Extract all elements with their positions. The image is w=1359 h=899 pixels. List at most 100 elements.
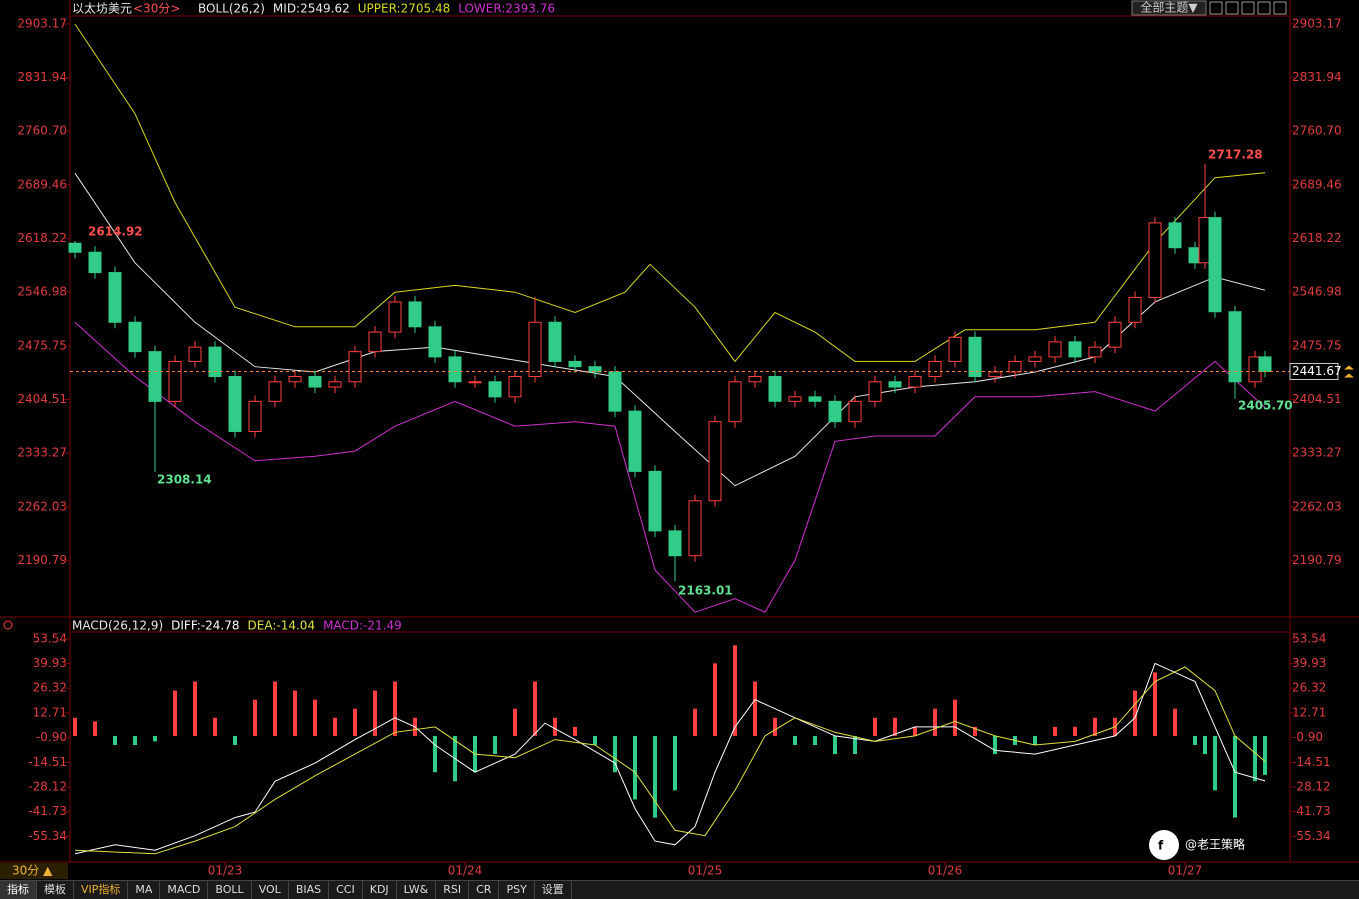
legend-entry: LOWER:2393.76 [458,2,555,16]
y-tick-label: 12.71 [1292,705,1326,719]
theme-button-label[interactable]: 全部主题▼ [1140,0,1198,15]
macd-bar [633,735,637,800]
candle-body [968,336,982,377]
y-tick-label: 2760.70 [17,124,67,138]
tab[interactable]: CR [469,881,500,899]
button[interactable] [1225,1,1239,15]
tab[interactable]: 设置 [535,881,572,899]
period-button[interactable] [0,863,68,879]
macd-bar [553,717,557,736]
button[interactable] [1257,1,1271,15]
button[interactable] [1273,1,1287,15]
tab[interactable]: VIP指标 [74,881,129,899]
candle-body [448,356,462,383]
macd-bar [313,699,317,736]
candle-body [1128,296,1142,323]
candle-body [528,321,542,377]
macd-bar [73,717,77,736]
toolbar: 指标 模板 VIP指标 MA MACD BOLL VOL BIAS CCI KDJ LW& RSI CR… [0,880,1359,899]
tab[interactable]: LW& [397,881,437,899]
theme-button[interactable] [1131,0,1207,16]
candle-body [1108,321,1122,348]
candle-body [768,375,782,402]
candle-body [868,381,882,402]
y-tick-label: 2190.79 [17,553,67,567]
candle-body [1028,356,1042,362]
tab[interactable]: PSY [499,881,535,899]
candle-body [588,366,602,373]
candle-body [1008,360,1022,373]
tab[interactable]: CCI [329,881,363,899]
period-button-label[interactable]: 30分 ▲ [12,864,53,878]
candle-body [748,375,762,383]
macd-bar [913,726,917,736]
macd-bar [333,717,337,736]
indicator-line [74,321,1266,613]
y-tick-label: 2618.22 [17,231,67,245]
tab[interactable]: VOL [252,881,289,899]
candle-body [108,272,122,323]
candle-body [88,251,102,274]
macd-bar [253,699,257,736]
macd-bar [373,690,377,736]
macd-bar [593,735,597,746]
macd-bar [733,645,737,736]
candle-body [888,381,902,388]
candle-body [268,381,282,402]
tab[interactable]: BIAS [289,881,330,899]
candle-body [208,346,222,377]
candle-body [248,400,262,432]
y-tick-label: 2546.98 [17,285,67,299]
macd-bar [833,735,837,755]
last-price-box [1289,362,1339,380]
indicator-line [74,666,1266,855]
legend-entry: BOLL(26,2) [198,2,265,16]
candle-body [168,360,182,402]
y-tick-label: 2903.17 [1292,16,1342,30]
tab[interactable]: MACD [160,881,209,899]
candle-body [1258,356,1272,372]
y-tick-label: -0.90 [1292,730,1323,744]
tab[interactable]: 模板 [37,881,74,899]
y-tick-label: -28.12 [28,779,67,793]
candle-body [668,530,682,557]
y-tick-label: 12.71 [33,705,67,719]
indicator-line [74,662,1266,855]
tab[interactable]: RSI [436,881,470,899]
candle-body [928,360,942,377]
macd-icon[interactable] [3,620,13,630]
window-buttons [1209,1,1287,15]
candle-body [328,381,342,388]
macd-bar [673,735,677,791]
macd-bar [193,681,197,736]
macd-bar [153,735,157,742]
tab[interactable]: BOLL [208,881,252,899]
macd-bar [493,735,497,755]
legend-entry: UPPER:2705.48 [358,2,450,16]
watermark: @老王策略 [1185,837,1245,852]
tab[interactable]: 指标 [0,881,37,899]
candle-body [148,351,162,402]
candle-body [628,410,642,472]
legend-entry: DIFF:-24.78 [171,619,239,633]
macd-bar [753,681,757,736]
candle-body [408,301,422,328]
macd-bar [1173,708,1177,736]
macd-bar [1233,735,1237,818]
y-tick-label: 2475.75 [17,338,67,352]
candle-body [708,421,722,502]
candle-body [468,381,482,384]
macd-bar [573,726,577,736]
candle-body [508,375,522,398]
tab[interactable]: KDJ [363,881,397,899]
candle-body [948,336,962,362]
candle-body [228,375,242,432]
candle-body [568,360,582,368]
button[interactable] [1209,1,1223,15]
y-tick-label: 2404.51 [17,392,67,406]
candle-body [848,400,862,423]
candle-body [1068,341,1082,358]
tab[interactable]: MA [128,881,161,899]
button[interactable] [1241,1,1255,15]
candle-body [1048,341,1062,358]
